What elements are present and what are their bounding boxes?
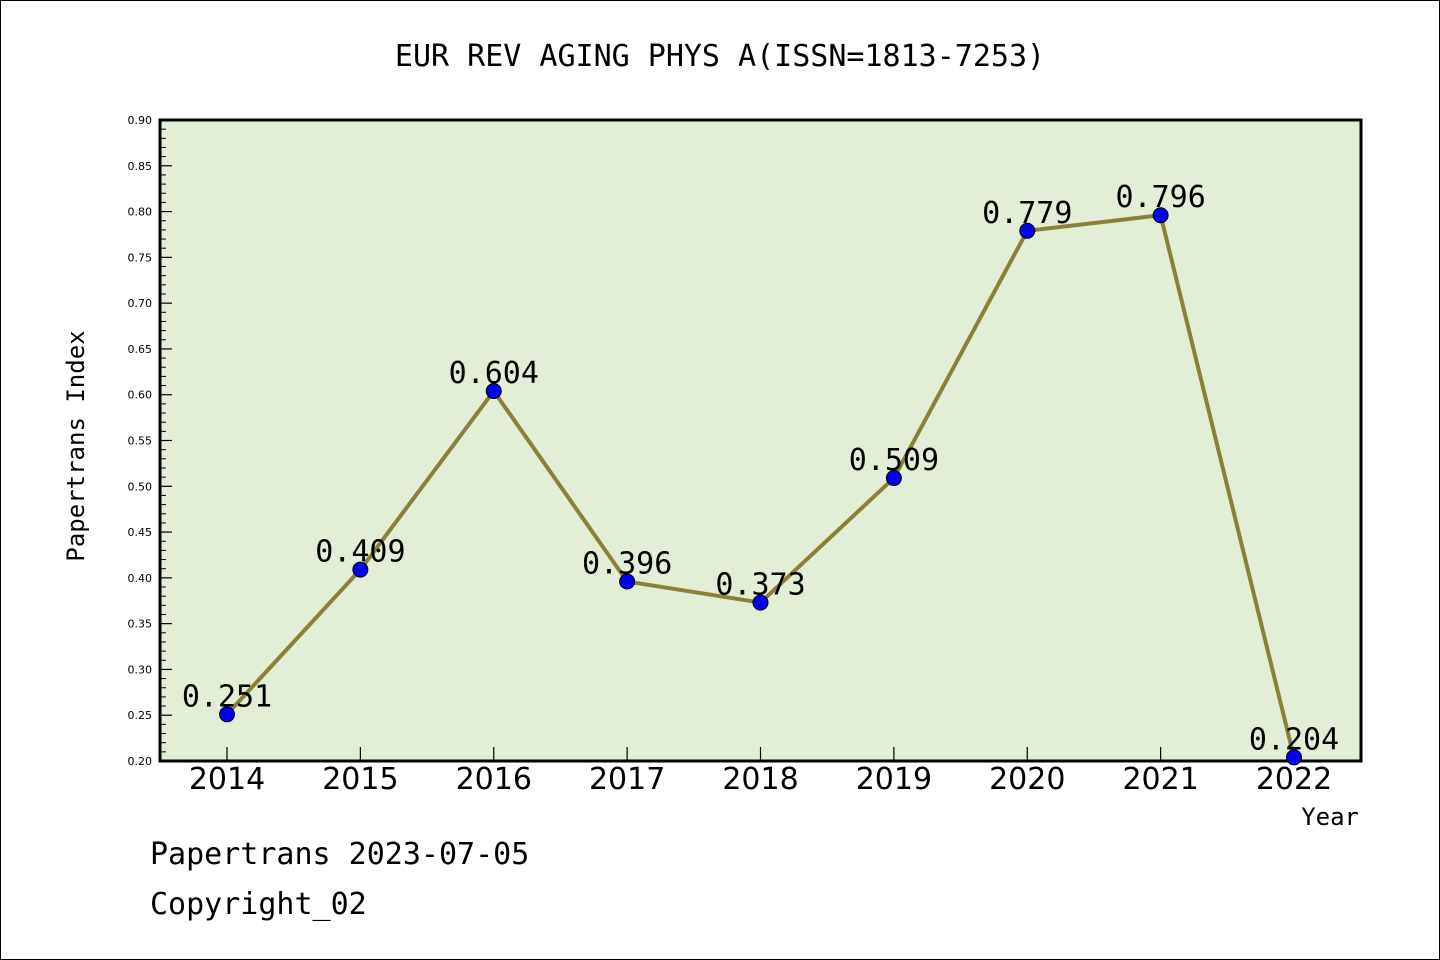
data-label-group: 0.251 0.409 0.604 0.396 0.373 0.509 0.779 0.796… [182, 180, 1339, 757]
data-label: 0.204 [1249, 722, 1339, 757]
y-tick-label: 0.60 [128, 389, 153, 402]
data-point [619, 573, 636, 590]
data-label: 0.509 [849, 443, 939, 478]
data-point [485, 383, 502, 400]
x-tick-label: 2021 [1122, 762, 1198, 797]
x-tick-label: 2016 [456, 762, 532, 797]
y-tick-label: 0.45 [128, 526, 153, 539]
x-tick-label: 2019 [856, 762, 932, 797]
y-tick-label: 0.80 [128, 206, 153, 219]
y-tick-label: 0.35 [128, 618, 153, 631]
data-point [752, 594, 769, 611]
data-point [1019, 222, 1036, 239]
y-tick-label: 0.65 [128, 343, 153, 356]
y-tick-label: 0.25 [128, 709, 153, 722]
y-axis-label: Papertrans Index [62, 330, 90, 561]
data-label: 0.373 [715, 568, 805, 603]
plot-area [158, 118, 1363, 763]
x-tick-label: 2022 [1256, 762, 1332, 797]
data-point [1286, 749, 1302, 766]
y-axis: 0.20 0.25 0.30 0.35 0.40 0.45 0.50 0.55 0.60 0.65… [128, 114, 172, 768]
data-point [219, 706, 235, 723]
footer-copyright: Copyright_02 [150, 887, 367, 922]
y-tick-label: 0.55 [128, 435, 153, 448]
x-tick-label: 2017 [589, 762, 665, 797]
data-label: 0.604 [449, 356, 539, 391]
y-tick-label: 0.20 [128, 755, 153, 768]
y-tick-label: 0.70 [128, 297, 153, 310]
series-line-group [219, 207, 1302, 766]
y-tick-label: 0.85 [128, 160, 153, 173]
x-tick-label: 2020 [989, 762, 1065, 797]
y-tick-label: 0.90 [128, 114, 153, 127]
x-tick-label: 2015 [322, 762, 398, 797]
data-label: 0.396 [582, 547, 672, 582]
footer-date: Papertrans 2023-07-05 [150, 837, 529, 872]
y-tick-label: 0.50 [128, 480, 153, 493]
x-tick-label: 2018 [722, 762, 798, 797]
x-axis: 2014 2015 2016 2017 2018 2019 2020 2021 2022 [189, 747, 1332, 797]
data-label: 0.409 [315, 535, 405, 570]
data-point [885, 470, 902, 487]
chart-title: EUR REV AGING PHYS A(ISSN=1813-7253) [395, 39, 1045, 74]
data-label: 0.779 [982, 196, 1072, 231]
x-axis-label: Year [1301, 803, 1359, 831]
y-tick-label: 0.75 [128, 251, 153, 264]
data-label: 0.251 [182, 679, 272, 714]
data-label: 0.796 [1115, 180, 1205, 215]
data-point [352, 561, 369, 578]
y-tick-label: 0.30 [128, 663, 153, 676]
data-point [1152, 207, 1169, 224]
y-tick-label: 0.40 [128, 572, 153, 585]
x-tick-label: 2014 [189, 762, 265, 797]
